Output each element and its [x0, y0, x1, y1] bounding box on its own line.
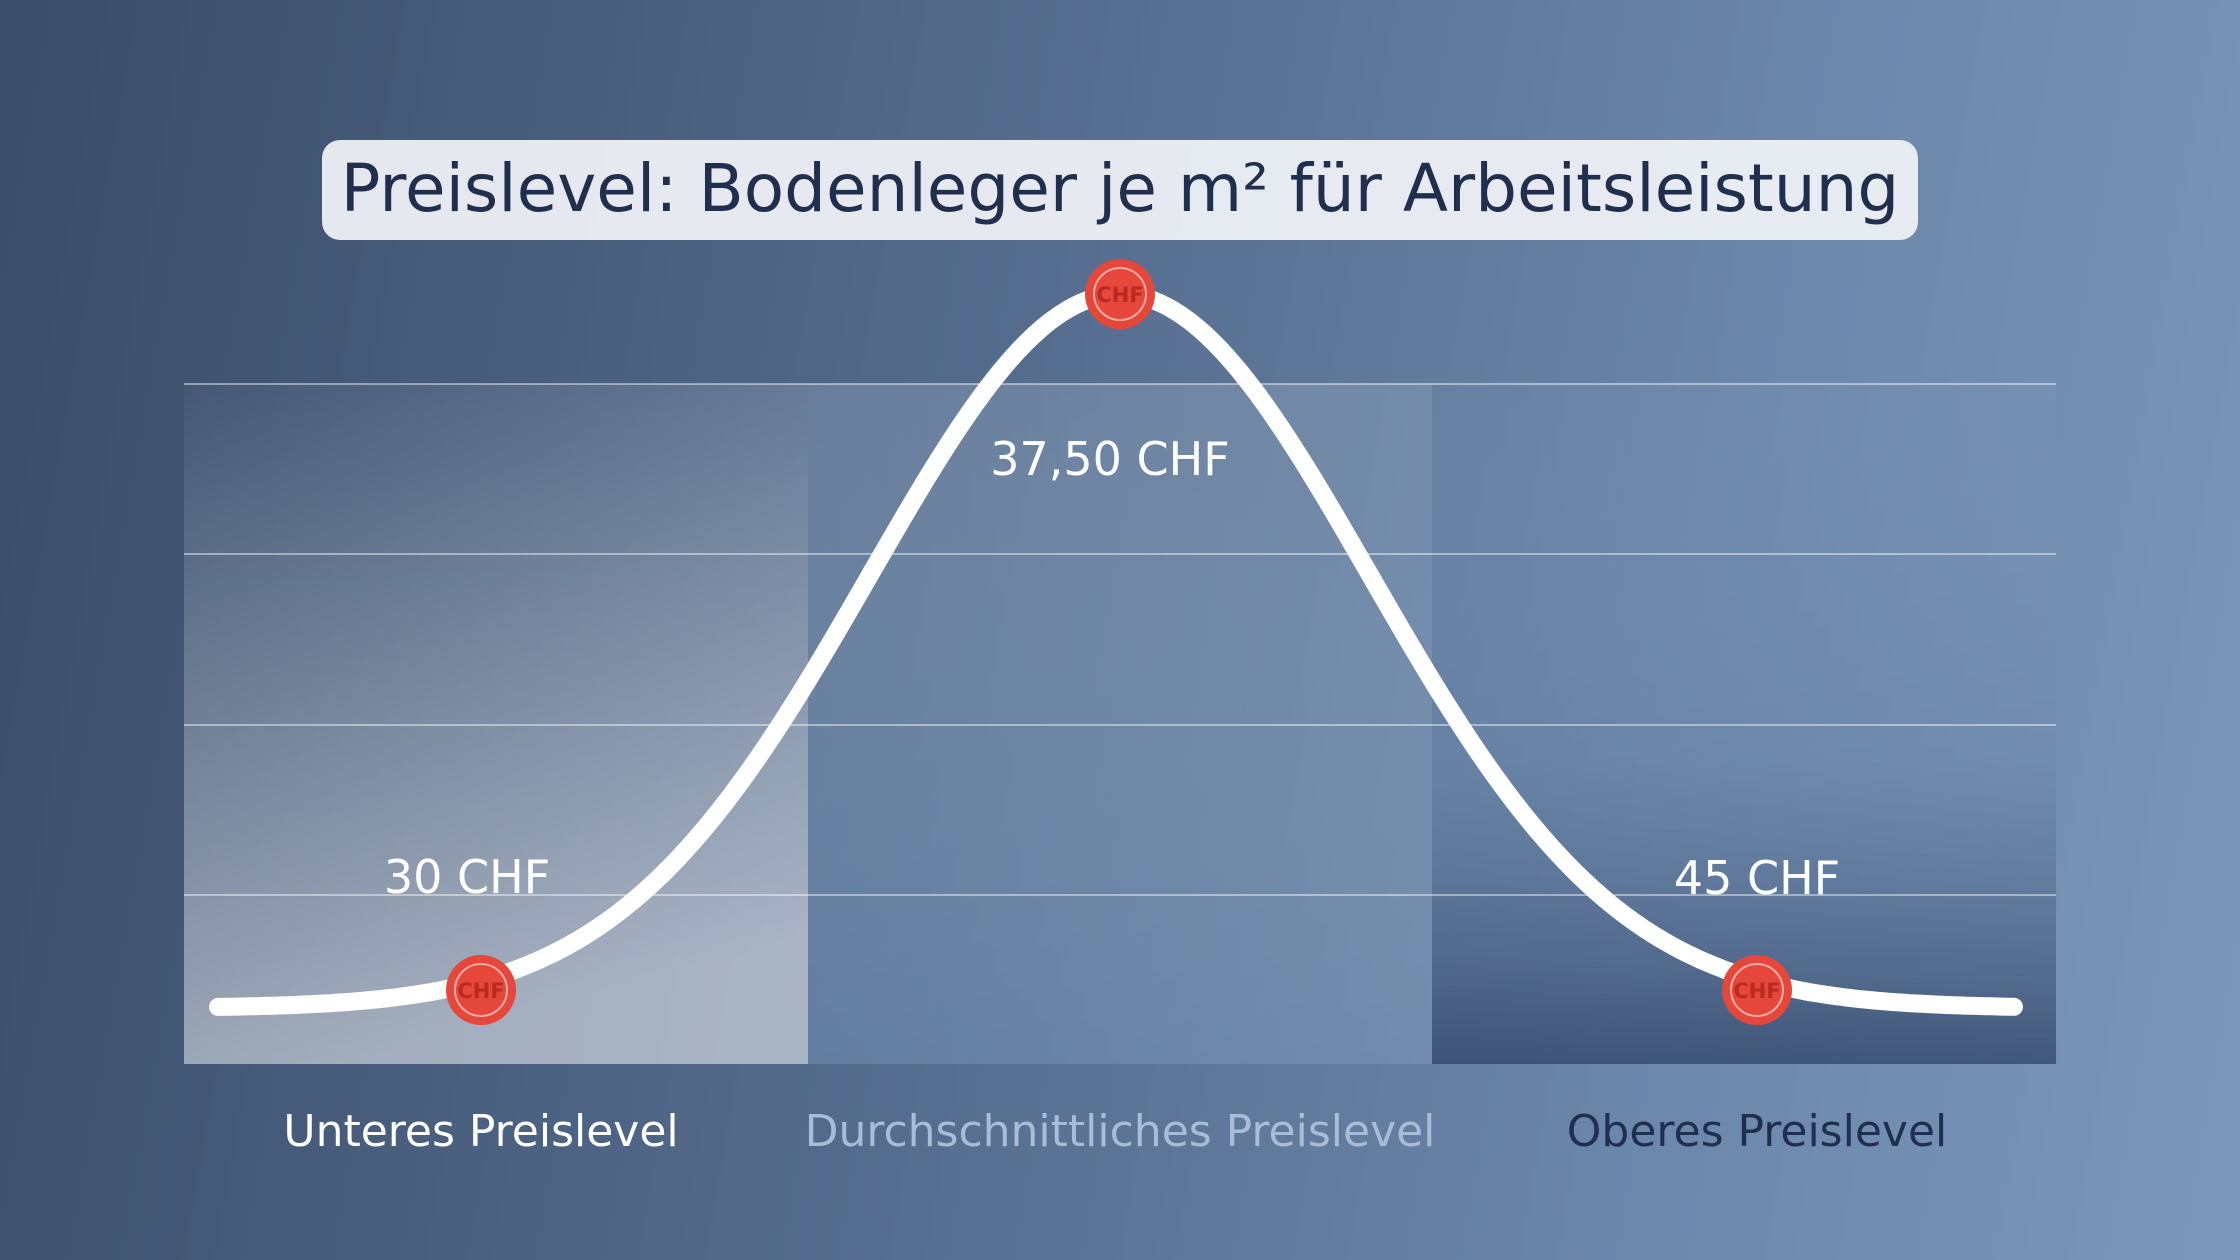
title-box	[322, 140, 1918, 240]
category-label-upper: Oberes Preislevel	[1567, 1106, 1947, 1157]
marker-ring	[446, 955, 516, 1025]
marker-text: CHF	[457, 979, 504, 1003]
value-label-average: 37,50 CHF	[990, 432, 1229, 486]
panel-average	[808, 384, 1432, 1064]
marker-inner-ring	[1093, 267, 1147, 321]
marker-ring	[1722, 955, 1792, 1025]
panel-lower	[184, 384, 808, 1064]
category-label-average: Durchschnittliches Preislevel	[805, 1106, 1436, 1157]
marker-text: CHF	[1733, 979, 1780, 1003]
marker-ring	[1085, 259, 1155, 329]
chf-marker-upper: CHF	[1722, 955, 1792, 1025]
marker-inner-ring	[1730, 963, 1784, 1017]
gridlines	[184, 383, 2056, 896]
marker-inner-ring	[454, 963, 508, 1017]
chf-marker-lower: CHF	[446, 955, 516, 1025]
chf-marker-average: CHF	[1085, 259, 1155, 329]
marker-text: CHF	[1096, 283, 1143, 307]
value-label-lower: 30 CHF	[384, 850, 550, 904]
value-label-upper: 45 CHF	[1674, 851, 1840, 905]
panel-upper	[1432, 384, 2056, 1064]
category-label-lower: Unteres Preislevel	[283, 1106, 678, 1157]
chart-title: Preislevel: Bodenleger je m² für Arbeits…	[341, 150, 1900, 227]
